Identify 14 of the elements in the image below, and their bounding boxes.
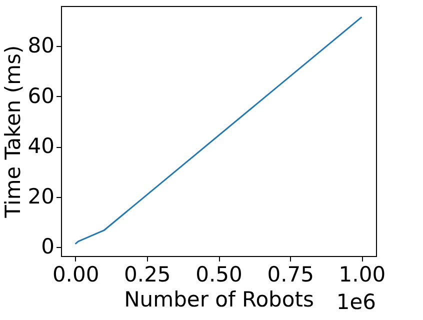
- y-tick-label: 60: [28, 84, 54, 108]
- y-tick-label: 0: [41, 234, 54, 259]
- x-tick-label: 1.00: [338, 262, 386, 286]
- x-tick-label: 0.50: [196, 262, 242, 286]
- y-tick-label: 80: [28, 34, 54, 58]
- x-axis-title: Number of Robots: [124, 288, 314, 312]
- x-tick-label: 0.75: [267, 262, 314, 286]
- line-series: [74, 16, 362, 245]
- y-tick-label: 20: [28, 184, 54, 208]
- y-tick-label: 40: [28, 134, 54, 158]
- y-axis-title: Time Taken (ms): [0, 45, 25, 219]
- text: 1e6: [336, 290, 376, 314]
- x-tick-label: 0.00: [52, 262, 100, 286]
- x-tick-label: 0.25: [124, 262, 171, 286]
